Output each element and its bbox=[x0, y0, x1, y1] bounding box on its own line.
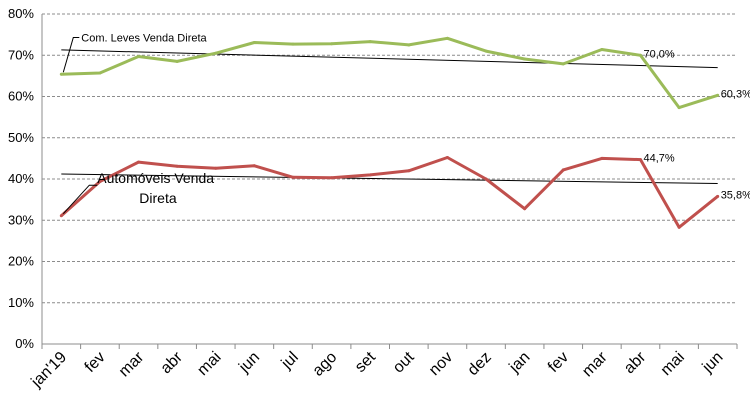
y-tick-label: 10% bbox=[8, 295, 34, 310]
data-point bbox=[677, 225, 681, 229]
data-point bbox=[291, 42, 295, 46]
data-label: 44,7% bbox=[643, 153, 674, 165]
y-tick-label: 50% bbox=[8, 130, 34, 145]
data-point bbox=[330, 42, 334, 46]
series-line bbox=[60, 156, 719, 229]
series-label: Com. Leves Venda Direta bbox=[81, 33, 207, 45]
x-tick-label: fev bbox=[545, 349, 572, 376]
trend-line bbox=[61, 173, 718, 185]
y-tick-label: 0% bbox=[15, 336, 34, 351]
x-tick-label: out bbox=[390, 348, 418, 376]
data-point bbox=[484, 177, 488, 181]
data-point bbox=[445, 36, 449, 40]
data-point bbox=[98, 179, 102, 183]
data-point bbox=[445, 156, 449, 160]
data-label: 70,0% bbox=[643, 48, 674, 60]
data-point bbox=[214, 51, 218, 55]
data-point bbox=[368, 173, 372, 177]
x-tick-label: jun bbox=[235, 349, 263, 377]
y-tick-label: 70% bbox=[8, 47, 34, 62]
x-axis-ticks: jan'19 fev mar abr mai jun jul ago set out nov dez j… bbox=[28, 348, 727, 391]
series-labels: Com. Leves Venda Direta Automóveis Venda D… bbox=[62, 33, 214, 215]
x-tick-label: jul bbox=[278, 349, 302, 373]
y-tick-label: 20% bbox=[8, 254, 34, 269]
y-axis-ticks: 0% 10% 20% 30% 40% 50% 60% 70% 80% bbox=[8, 6, 34, 351]
series-label: Direta bbox=[139, 190, 177, 206]
data-point bbox=[677, 106, 681, 110]
data-point bbox=[638, 158, 642, 162]
data-label: 60,3% bbox=[721, 88, 750, 100]
data-point bbox=[214, 166, 218, 170]
data-point bbox=[600, 156, 604, 160]
data-label: 35,8% bbox=[721, 189, 750, 201]
data-point bbox=[523, 57, 527, 61]
data-point bbox=[561, 62, 565, 66]
x-tick-label: set bbox=[352, 348, 380, 376]
data-point bbox=[716, 93, 720, 97]
data-point bbox=[523, 207, 527, 211]
x-tick-label: dez bbox=[465, 349, 495, 379]
data-point bbox=[561, 168, 565, 172]
x-tick-label: nov bbox=[426, 349, 456, 379]
x-tick-label: mar bbox=[579, 348, 611, 380]
x-tick-label: mar bbox=[116, 348, 148, 380]
data-labels: 70,0% 60,3% 44,7% 35,8% bbox=[643, 48, 750, 201]
x-tick-label: mai bbox=[194, 349, 224, 379]
x-tick-label: jan bbox=[506, 349, 534, 377]
data-point bbox=[252, 40, 256, 44]
series-line bbox=[61, 36, 719, 110]
data-point bbox=[484, 49, 488, 53]
x-tick-label: abr bbox=[158, 348, 187, 377]
data-point bbox=[638, 53, 642, 57]
data-point bbox=[59, 72, 63, 76]
x-tick-label: jun bbox=[699, 349, 727, 377]
x-tick-label: mai bbox=[658, 349, 688, 379]
series-label-leader bbox=[62, 184, 98, 215]
data-point bbox=[600, 47, 604, 51]
series-label: Automóveis Venda bbox=[97, 170, 214, 186]
x-tick-label: jan'19 bbox=[28, 349, 71, 392]
y-tick-label: 80% bbox=[8, 6, 34, 21]
data-point bbox=[252, 164, 256, 168]
data-point bbox=[407, 43, 411, 47]
y-tick-label: 30% bbox=[8, 212, 34, 227]
data-point bbox=[98, 71, 102, 75]
x-tick-label: abr bbox=[621, 348, 650, 377]
axes bbox=[41, 14, 738, 349]
y-tick-label: 60% bbox=[8, 89, 34, 104]
x-tick-label: ago bbox=[310, 349, 341, 380]
data-point bbox=[175, 59, 179, 63]
data-point bbox=[137, 54, 141, 58]
series-lines bbox=[59, 36, 720, 229]
trend-lines bbox=[61, 49, 718, 185]
data-point bbox=[59, 214, 63, 218]
x-tick-label: fev bbox=[82, 349, 109, 376]
data-point bbox=[137, 160, 141, 164]
data-point bbox=[330, 176, 334, 180]
trend-line bbox=[61, 49, 718, 69]
data-point bbox=[716, 194, 720, 198]
data-point bbox=[175, 164, 179, 168]
data-point bbox=[407, 169, 411, 173]
series-label-leader bbox=[62, 37, 80, 73]
data-point bbox=[368, 40, 372, 44]
y-tick-label: 40% bbox=[8, 171, 34, 186]
data-point bbox=[291, 175, 295, 179]
